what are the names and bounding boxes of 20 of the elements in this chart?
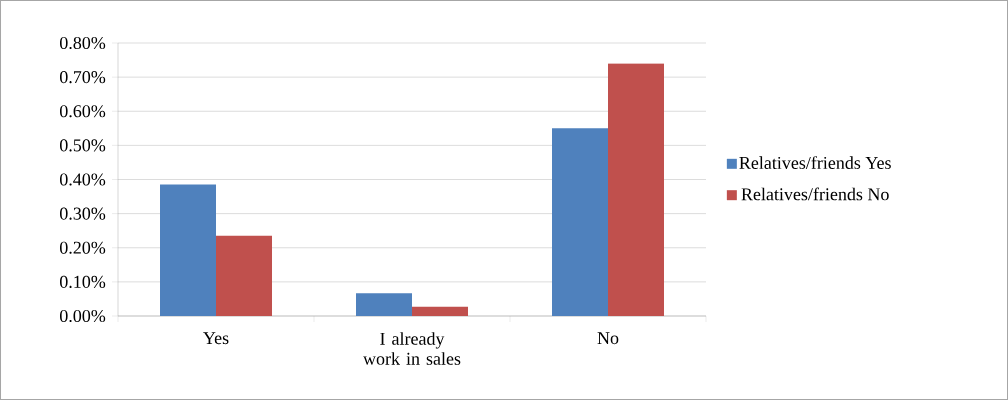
y-tick-label: 0.50% xyxy=(60,139,106,152)
y-tick-label: 0.10% xyxy=(60,275,106,288)
x-tick-label: No xyxy=(597,332,619,345)
legend-label: Relatives/friends Yes xyxy=(739,156,891,169)
y-tick-label: 0.70% xyxy=(60,71,106,84)
bar xyxy=(356,293,413,316)
bar xyxy=(160,184,217,316)
bar xyxy=(412,306,468,316)
bar xyxy=(608,63,664,316)
y-tick-label: 0.20% xyxy=(60,241,106,254)
y-tick-label: 0.30% xyxy=(60,207,106,220)
y-tick-label: 0.60% xyxy=(60,105,106,118)
x-tick-label: I already work in sales xyxy=(363,332,461,365)
y-tick-label: 0.80% xyxy=(60,36,106,50)
legend-label: Relatives/friends No xyxy=(741,187,889,201)
y-tick-label: 0.00% xyxy=(60,309,106,323)
y-tick-label: 0.40% xyxy=(60,173,106,186)
bar xyxy=(552,128,609,316)
x-tick-label: Yes xyxy=(203,332,229,345)
bar xyxy=(216,235,273,316)
